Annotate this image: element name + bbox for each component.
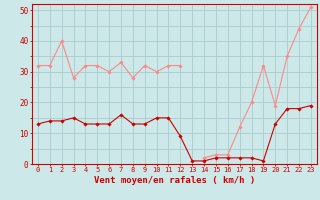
X-axis label: Vent moyen/en rafales ( km/h ): Vent moyen/en rafales ( km/h ) xyxy=(94,176,255,185)
